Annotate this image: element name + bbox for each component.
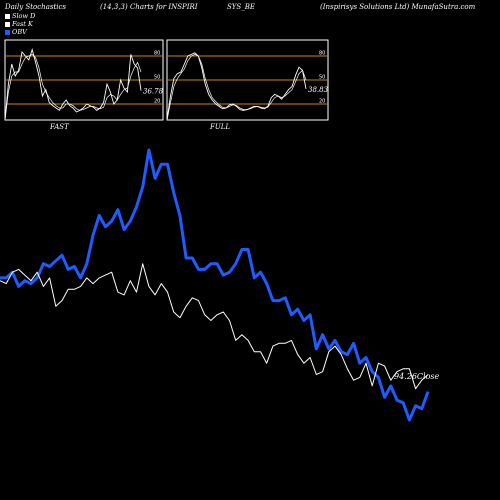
legend-swatch	[5, 13, 10, 19]
y-tick-label: 50	[319, 75, 325, 81]
legend-slow-d: Slow D	[5, 12, 35, 20]
close-value-label: 94.26Close	[394, 372, 440, 381]
header-center2: SYS_BE	[227, 3, 255, 11]
header-center1: (14,3,3) Charts for INSPIRI	[100, 3, 198, 11]
legend-fast-k: Fast K	[5, 20, 33, 28]
legend-swatch	[5, 21, 10, 27]
stoch-series-line-slow-d	[4, 53, 142, 121]
close-series-line	[0, 263, 429, 390]
full-panel-label: FULL	[210, 123, 231, 131]
legend-label: OBV	[12, 28, 27, 36]
y-tick-label: 20	[319, 99, 325, 105]
header-left: Daily Stochastics	[5, 3, 67, 11]
legend-swatch	[5, 29, 10, 35]
fast-panel-label: FAST	[50, 123, 69, 131]
y-tick-label: 80	[154, 51, 160, 57]
last-value-label: 36.78	[143, 88, 164, 96]
last-value-label: 38.83	[308, 86, 329, 94]
y-tick-label: 80	[319, 51, 325, 57]
legend-label: Slow D	[12, 12, 36, 20]
obv-series-line	[0, 148, 430, 422]
stoch-series-line-slow-d	[166, 54, 307, 121]
header-right: (Inspirisys Solutions Ltd) MunafaSutra.c…	[320, 3, 476, 11]
y-tick-label: 50	[154, 75, 160, 81]
stoch-series-line-fast-k	[166, 52, 307, 121]
legend-label: Fast K	[12, 20, 33, 28]
y-tick-label: 20	[154, 99, 160, 105]
stoch-series-line-fast-k	[4, 48, 142, 121]
legend-obv: OBV	[5, 28, 27, 36]
